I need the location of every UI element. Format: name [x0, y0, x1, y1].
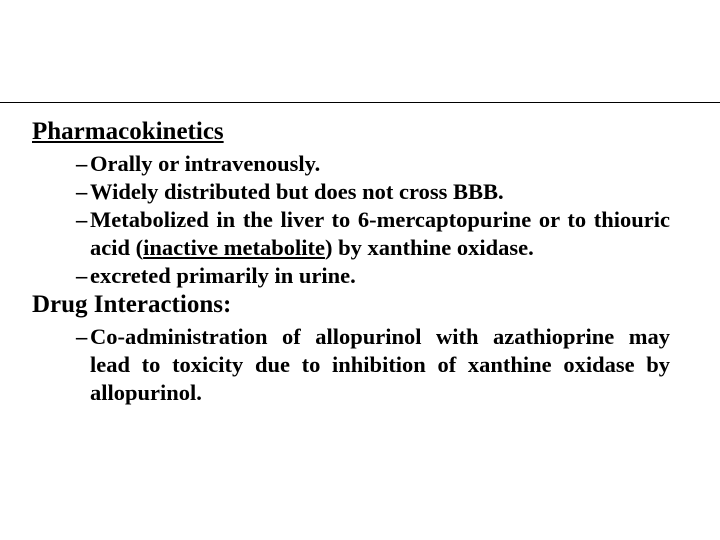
list-item: – Co-administration of allopurinol with … [76, 323, 670, 407]
bullet-dash: – [76, 150, 87, 178]
list-item-text-post: ) by xanthine oxidase. [325, 235, 534, 260]
list-item: – Metabolized in the liver to 6-mercapto… [76, 206, 670, 262]
list-item-text: Co-administration of allopurinol with az… [90, 324, 670, 405]
bullet-dash: – [76, 178, 87, 206]
list-item-text: Widely distributed but does not cross BB… [90, 179, 504, 204]
list-item: – excreted primarily in urine. [76, 262, 670, 290]
list-item-text: excreted primarily in urine. [90, 263, 356, 288]
horizontal-divider [0, 102, 720, 103]
bullet-dash: – [76, 262, 87, 290]
list-item-text-underlined: inactive metabolite [143, 235, 325, 260]
heading-pharmacokinetics: Pharmacokinetics [32, 118, 670, 146]
drug-interactions-list: – Co-administration of allopurinol with … [76, 323, 670, 407]
list-item: – Widely distributed but does not cross … [76, 178, 670, 206]
heading-drug-interactions: Drug Interactions: [32, 291, 670, 319]
bullet-dash: – [76, 206, 87, 234]
list-item-text: Orally or intravenously. [90, 151, 320, 176]
slide-content: Pharmacokinetics – Orally or intravenous… [32, 118, 670, 407]
pharmacokinetics-list: – Orally or intravenously. – Widely dist… [76, 150, 670, 289]
list-item: – Orally or intravenously. [76, 150, 670, 178]
bullet-dash: – [76, 323, 87, 351]
